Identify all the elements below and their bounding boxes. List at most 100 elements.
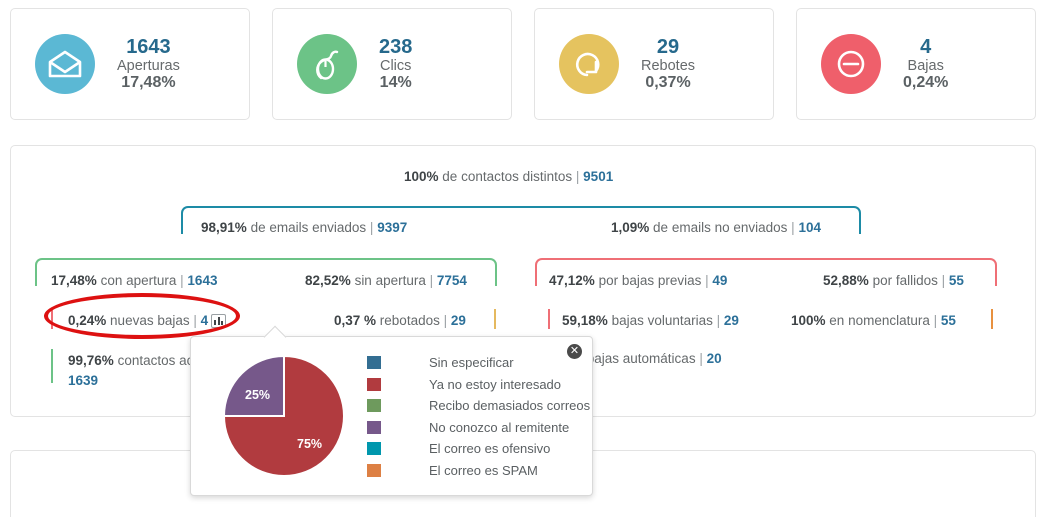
node-label: de emails enviados <box>250 220 367 235</box>
node-label: con apertura <box>100 273 177 288</box>
node-percent: 100% <box>404 169 439 184</box>
node-value: 55 <box>948 273 964 288</box>
legend-swatch-icon <box>367 399 381 413</box>
kpi-row: 1643 Aperturas 17,48% 238 Clics 14% <box>10 8 1036 120</box>
node-sep: | <box>933 313 938 328</box>
node-percent: 59,18% <box>562 313 608 328</box>
kpi-percent: 14% <box>379 74 412 92</box>
kpi-card-aperturas[interactable]: 1643 Aperturas 17,48% <box>10 8 250 120</box>
node-percent: 82,52% <box>305 273 351 288</box>
node-label: por bajas previas <box>598 273 702 288</box>
kpi-value: 1643 <box>126 35 171 58</box>
bracket-unsent <box>535 258 997 286</box>
node-sep: | <box>180 273 184 288</box>
kpi-text-rebotes: 29 Rebotes 0,37% <box>641 36 695 93</box>
node-label: % bajas automáticas <box>571 351 696 366</box>
legend-item[interactable]: Ya no estoy interesado <box>367 374 590 396</box>
node-value: 9501 <box>583 169 614 184</box>
close-circle-icon[interactable]: ✕ <box>567 344 582 359</box>
kpi-percent: 17,48% <box>121 74 176 92</box>
kpi-value: 238 <box>379 35 413 58</box>
funnel-node-sent: 98,91% de emails enviados | 9397 <box>201 220 407 235</box>
node-sep: | <box>705 273 709 288</box>
funnel-node-automatic: % bajas automáticas | 20 <box>571 351 722 366</box>
unsubscribe-reasons-pie-chart: 25% 75% <box>213 350 356 483</box>
node-label: bajas voluntarias <box>611 313 713 328</box>
funnel-node-not-sent: 1,09% de emails no enviados | 104 <box>611 220 821 235</box>
tick-nomenclature <box>991 309 993 329</box>
node-percent: 0,37 % <box>334 313 377 328</box>
legend-item[interactable]: Sin especificar <box>367 352 590 374</box>
pie-legend: Sin especificar Ya no estoy interesado R… <box>367 352 590 481</box>
funnel-node-root: 100% de contactos distintos | 9501 <box>404 169 613 184</box>
legend-item[interactable]: Recibo demasiados correos <box>367 395 590 417</box>
node-value: 29 <box>450 313 466 328</box>
funnel-node-voluntary: 59,18% bajas voluntarias | 29 <box>562 313 739 328</box>
pie-label-ya-no-estoy: 75% <box>297 437 323 451</box>
funnel-node-not-opened: 82,52% sin apertura | 7754 <box>305 273 467 288</box>
kpi-text-clics: 238 Clics 14% <box>379 36 412 93</box>
kpi-text-bajas: 4 Bajas 0,24% <box>903 36 948 93</box>
bar-chart-icon[interactable] <box>211 314 227 328</box>
bracket-opened <box>35 258 497 286</box>
legend-swatch-icon <box>367 420 381 434</box>
funnel-node-bounced: 0,37 % rebotados | 29 <box>334 313 466 328</box>
funnel-node-prev-unsub: 47,12% por bajas previas | 49 <box>549 273 727 288</box>
node-label: nuevas bajas <box>110 313 190 328</box>
funnel-node-opened: 17,48% con apertura | 1643 <box>51 273 217 288</box>
legend-swatch-icon <box>367 442 381 456</box>
legend-label: El correo es SPAM <box>429 462 538 478</box>
node-label: sin apertura <box>354 273 426 288</box>
legend-swatch-icon <box>367 377 381 391</box>
node-value: 55 <box>940 313 956 328</box>
node-percent: 0,24% <box>68 313 107 328</box>
funnel-node-new-unsub[interactable]: 0,24% nuevas bajas | 4 <box>68 313 227 328</box>
legend-label: Sin especificar <box>429 355 514 371</box>
bracket-sent <box>181 206 861 234</box>
node-percent: 52,88% <box>823 273 869 288</box>
node-value: 29 <box>723 313 739 328</box>
node-label: de emails no enviados <box>653 220 788 235</box>
node-percent: 1,09% <box>611 220 650 235</box>
tick-voluntary <box>548 309 550 329</box>
kpi-text-aperturas: 1643 Aperturas 17,48% <box>117 36 180 93</box>
mouse-icon <box>297 34 357 94</box>
node-sep: | <box>941 273 946 288</box>
node-percent: 99,76% <box>68 353 114 368</box>
minus-circle-icon <box>821 34 881 94</box>
open-envelope-icon <box>35 34 95 94</box>
node-label: rebotados <box>379 313 440 328</box>
node-value: 49 <box>712 273 728 288</box>
node-sep: | <box>443 313 448 328</box>
legend-item[interactable]: No conozco al remitente <box>367 417 590 439</box>
legend-label: Ya no estoy interesado <box>429 376 562 392</box>
node-value: 7754 <box>436 273 467 288</box>
legend-label: El correo es ofensivo <box>429 441 551 457</box>
node-percent: 47,12% <box>549 273 595 288</box>
node-value: 20 <box>706 351 722 366</box>
node-sep: | <box>791 220 795 235</box>
node-sep: | <box>429 273 434 288</box>
node-percent: 17,48% <box>51 273 97 288</box>
legend-swatch-icon <box>367 463 381 477</box>
node-value: 9397 <box>377 220 408 235</box>
kpi-card-rebotes[interactable]: 29 Rebotes 0,37% <box>534 8 774 120</box>
kpi-label: Rebotes <box>641 58 696 75</box>
node-value: 1643 <box>187 273 218 288</box>
node-percent: 98,91% <box>201 220 247 235</box>
kpi-card-bajas[interactable]: 4 Bajas 0,24% <box>796 8 1036 120</box>
legend-item[interactable]: El correo es SPAM <box>367 460 590 482</box>
node-sep: | <box>575 169 580 184</box>
node-label: en nomenclatura <box>829 313 930 328</box>
node-label: de contactos distintos <box>442 169 573 184</box>
legend-swatch-icon <box>367 356 381 370</box>
legend-item[interactable]: El correo es ofensivo <box>367 438 590 460</box>
node-sep: | <box>716 313 721 328</box>
pie-label-no-conozco: 25% <box>245 388 271 402</box>
kpi-percent: 0,37% <box>645 74 691 92</box>
kpi-label: Aperturas <box>117 58 180 75</box>
node-value: 104 <box>798 220 821 235</box>
kpi-card-clics[interactable]: 238 Clics 14% <box>272 8 512 120</box>
kpi-label: Clics <box>379 58 412 75</box>
